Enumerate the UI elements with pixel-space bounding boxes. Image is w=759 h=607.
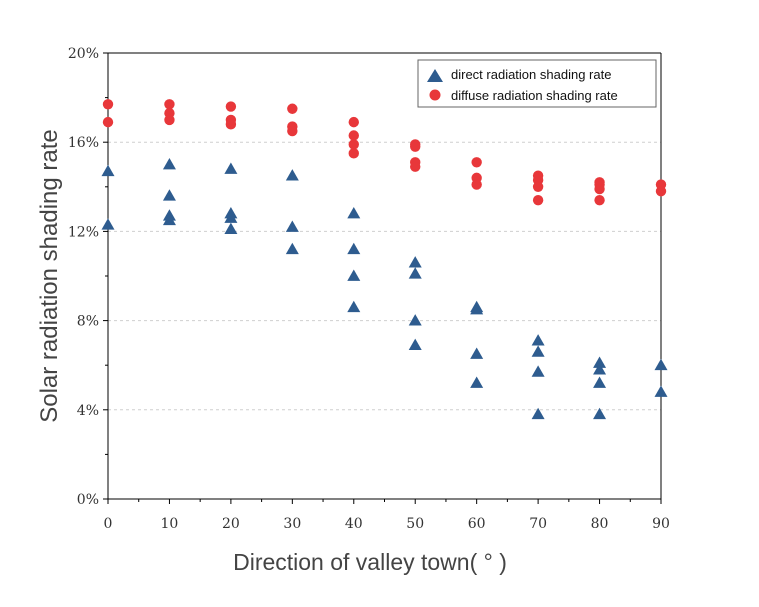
y-tick-label: 0% [77,492,99,508]
data-points [101,99,668,420]
direct-radiation-point [470,376,484,388]
direct-radiation-point [101,218,115,230]
legend: direct radiation shading rate diffuse ra… [417,59,657,108]
x-tick-label: 40 [345,516,363,532]
direct-radiation-point [285,220,299,232]
legend-diffuse-label: diffuse radiation shading rate [451,88,618,103]
x-tick-label: 10 [161,516,179,532]
direct-radiation-point [531,365,545,377]
direct-radiation-point [531,334,545,346]
diffuse-radiation-point [410,141,421,152]
diffuse-radiation-point [655,186,667,197]
diffuse-radiation-point [102,116,114,128]
x-axis-ticks: 0 10 20 30 40 50 60 70 80 90 [104,499,670,532]
diffuse-radiation-point [164,114,175,126]
direct-radiation-point [224,162,238,174]
direct-radiation-point [408,338,422,351]
diffuse-radiation-point [471,179,482,190]
x-tick-label: 30 [283,516,301,532]
x-tick-label: 70 [529,516,547,532]
axes [107,52,662,500]
direct-radiation-point [101,164,115,177]
x-tick-label: 90 [652,516,670,532]
direct-radiation-point [654,385,668,397]
x-tick-label: 0 [104,516,113,532]
diffuse-radiation-point [410,161,421,172]
direct-radiation-point [408,314,422,326]
diffuse-radiation-point [225,101,237,112]
y-tick-label: 16% [68,135,99,151]
x-tick-label: 80 [591,516,609,532]
direct-radiation-point [593,376,607,388]
diffuse-radiation-point [287,125,298,137]
y-tick-label: 20% [68,46,99,62]
diffuse-radiation-point [532,181,544,192]
diffuse-radiation-point [532,194,544,206]
y-axis-ticks: 0% 4% 8% 12% 16% 20% [68,46,108,508]
direct-radiation-point [162,158,176,170]
direct-radiation-point [593,407,607,420]
direct-radiation-point [162,189,176,201]
y-tick-label: 8% [77,314,99,330]
direct-radiation-point [470,302,484,315]
direct-radiation-point [285,242,299,255]
diffuse-radiation-point [594,194,605,206]
direct-radiation-point [224,222,238,235]
x-tick-label: 60 [468,516,486,532]
direct-radiation-point [347,300,361,313]
direct-radiation-point [531,407,545,420]
diffuse-radiation-point [348,130,359,141]
direct-radiation-point [285,169,299,181]
y-axis-title: Solar radiation shading rate [36,129,63,423]
direct-radiation-point [470,347,484,359]
direct-radiation-point [531,345,545,357]
x-axis-title: Direction of valley town( ° ) [233,549,507,575]
diffuse-radiation-point [594,183,605,195]
direct-radiation-point [347,207,361,219]
legend-direct-label: direct radiation shading rate [451,67,611,82]
diffuse-radiation-point [102,99,114,110]
diffuse-radiation-point [471,157,482,168]
x-tick-label: 50 [406,516,424,532]
diffuse-radiation-point [287,103,298,114]
diffuse-radiation-point [348,148,359,159]
direct-radiation-point [224,211,238,223]
direct-radiation-point [408,256,422,268]
diffuse-radiation-point [225,119,237,130]
direct-radiation-point [347,242,361,255]
diffuse-radiation-point [164,99,175,110]
y-tick-label: 4% [77,403,99,419]
direct-radiation-point [654,358,668,371]
direct-radiation-point [162,213,176,226]
legend-direct-marker-icon [427,69,443,82]
diffuse-radiation-point [348,139,359,150]
legend-box [417,59,657,108]
direct-radiation-point [408,267,422,279]
diffuse-radiation-point [348,116,359,128]
y-tick-label: 12% [68,224,99,240]
direct-radiation-point [593,363,607,375]
legend-diffuse-marker-icon [429,89,441,101]
direct-radiation-point [347,269,361,281]
x-tick-label: 20 [222,516,240,532]
direct-radiation-point [593,356,607,368]
